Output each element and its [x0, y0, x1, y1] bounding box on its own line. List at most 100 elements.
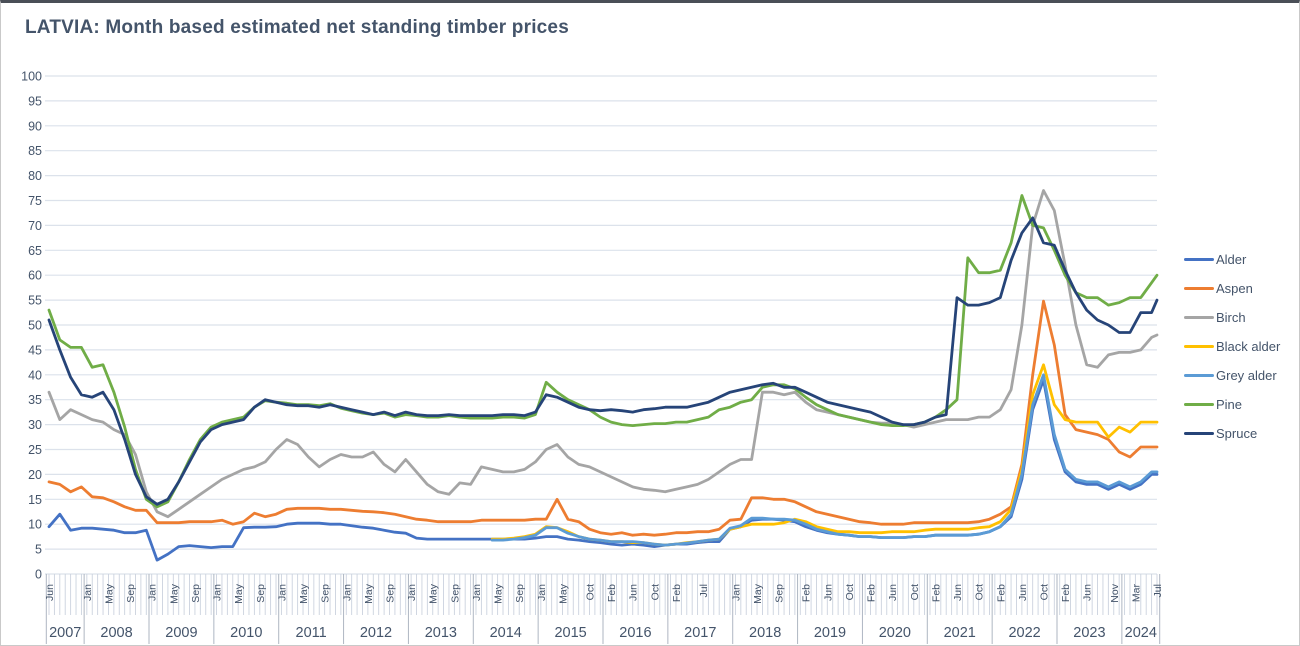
x-year-label: 2024	[1125, 625, 1157, 641]
legend-item-spruce[interactable]: Spruce	[1184, 423, 1298, 444]
x-year-label: 2023	[1073, 625, 1105, 641]
y-tick-label: 95	[28, 94, 42, 108]
y-tick-label: 40	[28, 368, 42, 382]
legend-item-black-alder[interactable]: Black alder	[1184, 336, 1298, 357]
x-month-label: Oct	[844, 584, 856, 600]
price-chart[interactable]: 0 5 10 15 20 25 30 35 40 45 50 55 60 65 70 75 80 85 90 95 10…	[1, 3, 1300, 646]
x-month-label: Jul	[698, 584, 710, 597]
gridlines	[45, 75, 1157, 575]
y-tick-label: 20	[28, 468, 42, 482]
x-year-label: 2010	[230, 625, 262, 641]
year-separators	[45, 574, 1161, 644]
legend-item-birch[interactable]: Birch	[1184, 307, 1298, 328]
series-lines	[47, 189, 1159, 562]
x-month-label: May	[752, 583, 764, 604]
y-tick-label: 70	[28, 219, 42, 233]
y-tick-label: 75	[28, 194, 42, 208]
x-month-label: Sep	[255, 584, 267, 603]
series-line-black-alder[interactable]	[490, 363, 1159, 547]
x-year-label: 2020	[879, 625, 911, 641]
x-month-label: Feb	[995, 584, 1007, 602]
legend-label: Aspen	[1216, 281, 1253, 296]
x-month-label: Jan	[471, 584, 483, 601]
x-month-label: Jan	[212, 584, 224, 601]
x-month-label: Jun	[628, 584, 640, 601]
x-month-label: Sep	[125, 584, 137, 603]
y-tick-label: 25	[28, 443, 42, 457]
series-line-grey-alder[interactable]	[490, 373, 1159, 547]
x-axis-month-ticks	[48, 574, 1158, 615]
series-line-aspen[interactable]	[47, 299, 1159, 537]
x-month-label: Sep	[514, 584, 526, 603]
x-month-label: Feb	[801, 584, 813, 602]
x-month-label: Jun	[44, 584, 56, 601]
x-month-label: Sep	[385, 584, 397, 603]
series-line-birch[interactable]	[47, 189, 1159, 519]
y-tick-label: 45	[28, 343, 42, 357]
x-month-label: Feb	[930, 584, 942, 602]
x-year-label: 2011	[296, 625, 327, 641]
y-tick-label: 0	[35, 568, 42, 582]
y-tick-label: 90	[28, 119, 42, 133]
legend-label: Black alder	[1216, 339, 1281, 354]
y-tick-label: 10	[28, 518, 42, 532]
legend-item-grey-alder[interactable]: Grey alder	[1184, 365, 1298, 386]
legend-item-alder[interactable]: Alder	[1184, 249, 1298, 270]
x-year-label: 2022	[1008, 625, 1040, 641]
x-month-label: Jul	[1152, 584, 1164, 597]
legend-label: Spruce	[1216, 426, 1258, 441]
x-year-label: 2016	[619, 625, 651, 641]
x-month-label: Oct	[974, 584, 986, 600]
x-month-label: Mar	[1130, 584, 1142, 603]
x-month-label: Feb	[671, 584, 683, 602]
x-month-label: Jun	[822, 584, 834, 601]
y-tick-label: 100	[21, 70, 42, 84]
legend-item-aspen[interactable]: Aspen	[1184, 278, 1298, 299]
y-axis-labels: 0 5 10 15 20 25 30 35 40 45 50 55 60 65 70 75 80 85 90 95 10…	[21, 70, 42, 582]
y-tick-label: 30	[28, 418, 42, 432]
x-month-labels: Jun Jan May Sep Jan May Sep Jan May Sep Jan May Sep J…	[44, 583, 1164, 604]
x-year-label: 2018	[749, 625, 781, 641]
y-tick-label: 80	[28, 169, 42, 183]
legend-swatch-icon	[1184, 316, 1214, 319]
legend-swatch-icon	[1184, 374, 1214, 377]
x-month-label: Oct	[1038, 584, 1050, 600]
series-line-spruce[interactable]	[47, 216, 1159, 506]
x-month-label: Nov	[1109, 583, 1121, 602]
x-year-label: 2019	[814, 625, 846, 641]
x-month-label: Jan	[406, 584, 418, 601]
x-month-label: Feb	[1060, 584, 1072, 602]
x-month-label: May	[233, 583, 245, 604]
y-tick-label: 35	[28, 393, 42, 407]
x-month-label: Feb	[606, 584, 618, 602]
series-line-pine[interactable]	[47, 194, 1159, 509]
legend-label: Alder	[1216, 252, 1247, 267]
chart-title: LATVIA: Month based estimated net standi…	[25, 17, 569, 38]
legend-swatch-icon	[1184, 432, 1214, 435]
x-month-label: Jan	[82, 584, 94, 601]
x-month-label: Jan	[147, 584, 159, 601]
x-month-label: Jun	[1017, 584, 1029, 601]
legend-item-pine[interactable]: Pine	[1184, 394, 1298, 415]
y-tick-label: 15	[28, 493, 42, 507]
legend-swatch-icon	[1184, 345, 1214, 348]
x-month-label: May	[557, 583, 569, 604]
legend-swatch-icon	[1184, 258, 1214, 261]
legend-label: Birch	[1216, 310, 1246, 325]
x-month-label: Oct	[649, 584, 661, 600]
chart-legend: Alder Aspen Birch Black alder Grey alder Pine…	[1184, 249, 1298, 444]
x-month-label: Jan	[730, 584, 742, 601]
x-year-labels: 2007 2008 2009 2010 2011 2012 2013 2014 2015 2016…	[49, 625, 1157, 641]
x-month-label: May	[428, 583, 440, 604]
y-tick-label: 85	[28, 144, 42, 158]
x-year-label: 2009	[165, 625, 197, 641]
x-year-label: 2017	[684, 625, 716, 641]
y-tick-label: 60	[28, 269, 42, 283]
x-month-label: May	[103, 583, 115, 604]
x-month-label: Jan	[341, 584, 353, 601]
x-month-label: May	[168, 583, 180, 604]
x-year-label: 2014	[490, 625, 522, 641]
x-month-label: Sep	[449, 584, 461, 603]
x-month-label: Sep	[320, 584, 332, 603]
